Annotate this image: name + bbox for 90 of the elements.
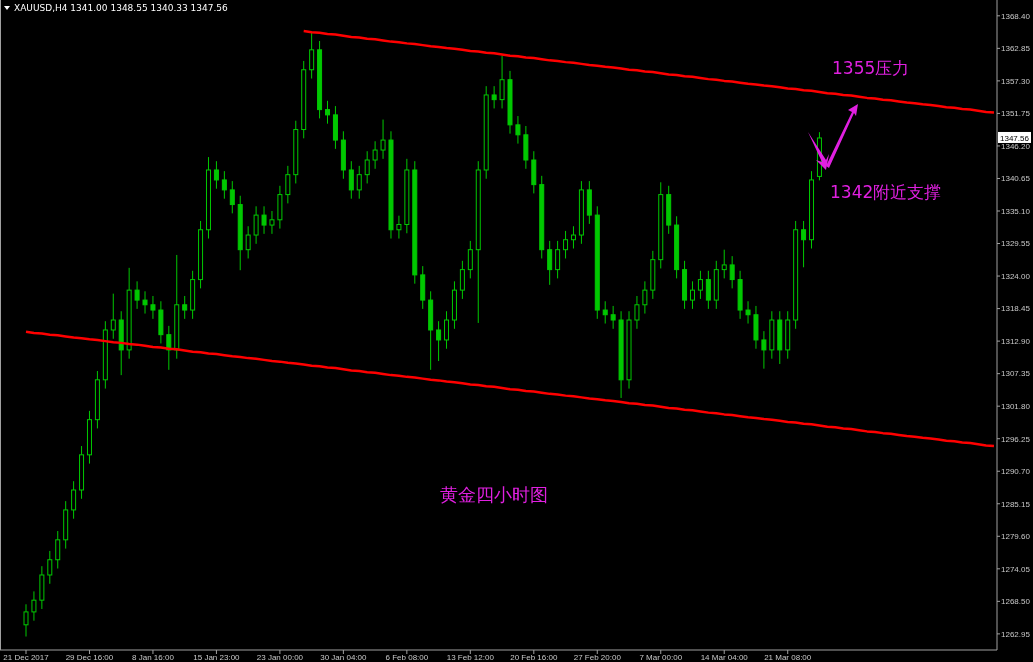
y-tick-label: 1268.50 bbox=[1001, 597, 1031, 607]
x-tick-label: 6 Feb 08:00 bbox=[385, 653, 429, 662]
x-tick-label: 21 Mar 08:00 bbox=[764, 653, 812, 662]
x-tick-label: 14 Mar 04:00 bbox=[700, 653, 749, 662]
candlestick bbox=[142, 290, 148, 315]
candlestick bbox=[515, 115, 521, 145]
x-tick-label: 13 Feb 12:00 bbox=[446, 653, 495, 662]
candlestick bbox=[444, 310, 450, 350]
candlestick bbox=[229, 180, 235, 214]
candlestick bbox=[71, 480, 77, 520]
candlestick bbox=[23, 603, 29, 638]
candlestick bbox=[213, 160, 219, 190]
candlestick bbox=[31, 590, 37, 622]
candlestick bbox=[697, 270, 703, 300]
candlestick bbox=[134, 280, 140, 310]
x-tick-label: 27 Feb 20:00 bbox=[573, 653, 622, 662]
annotation: 黄金四小时图 bbox=[440, 484, 548, 505]
candlestick bbox=[563, 230, 569, 259]
chart-title: XAUUSD,H4 1341.00 1348.55 1340.33 1347.56 bbox=[14, 3, 229, 13]
y-tick-label: 1301.80 bbox=[1001, 401, 1031, 411]
candlestick bbox=[245, 225, 251, 259]
candlestick bbox=[602, 300, 608, 325]
x-tick-label: 29 Dec 16:00 bbox=[65, 653, 114, 662]
candlestick bbox=[721, 249, 727, 279]
y-tick-label: 1274.05 bbox=[1001, 564, 1031, 574]
candlestick bbox=[801, 220, 807, 268]
candlestick bbox=[745, 300, 751, 325]
y-tick-label: 1329.55 bbox=[1001, 239, 1031, 249]
candlestick bbox=[555, 240, 561, 279]
y-tick-label: 1262.95 bbox=[1001, 629, 1031, 639]
candlestick bbox=[348, 160, 354, 200]
candlestick bbox=[325, 100, 331, 125]
candlestick bbox=[547, 240, 553, 286]
y-tick-label: 1357.30 bbox=[1001, 76, 1031, 86]
x-tick-label: 20 Feb 16:00 bbox=[510, 653, 558, 662]
candlestick bbox=[634, 295, 640, 330]
x-tick-label: 23 Jan 00:00 bbox=[256, 653, 304, 662]
x-tick-label: 7 Mar 00:00 bbox=[639, 653, 683, 662]
y-tick-label: 1290.70 bbox=[1001, 467, 1031, 477]
candlestick bbox=[372, 140, 378, 170]
y-tick-label: 1340.65 bbox=[1001, 174, 1031, 184]
candlestick bbox=[253, 205, 259, 245]
candlestick bbox=[309, 32, 315, 80]
candlestick bbox=[570, 225, 576, 250]
y-tick-label: 1335.10 bbox=[1001, 206, 1031, 216]
y-tick-label: 1279.60 bbox=[1001, 532, 1031, 542]
candlestick bbox=[150, 295, 156, 320]
annotation: 1355压力 bbox=[832, 58, 910, 79]
candlestick bbox=[55, 530, 61, 570]
candlestick bbox=[261, 205, 267, 235]
x-tick-label: 30 Jan 04:00 bbox=[320, 653, 368, 662]
candlestick bbox=[467, 240, 473, 279]
candlestick bbox=[436, 320, 442, 362]
candlestick bbox=[610, 305, 616, 330]
candlestick bbox=[269, 210, 275, 235]
text: 1347.56 bbox=[1000, 133, 1030, 143]
y-tick-label: 1285.15 bbox=[1001, 499, 1031, 509]
x-tick-label: 15 Jan 23:00 bbox=[193, 653, 241, 662]
candlestick bbox=[166, 325, 172, 371]
line-series bbox=[24, 330, 996, 448]
candlestick bbox=[380, 119, 386, 160]
candlestick bbox=[729, 255, 735, 289]
y-tick-label: 1351.75 bbox=[1001, 109, 1031, 119]
candlestick bbox=[459, 260, 465, 300]
candlestick bbox=[491, 85, 497, 109]
candlestick bbox=[182, 295, 188, 320]
candlestick bbox=[689, 280, 695, 310]
candlestick bbox=[221, 170, 227, 200]
x-tick-label: 21 Dec 2017 bbox=[3, 653, 50, 662]
line-series bbox=[302, 29, 996, 114]
y-tick-label: 1296.25 bbox=[1001, 434, 1031, 444]
y-tick-label: 1307.35 bbox=[1001, 369, 1031, 379]
candlestick bbox=[761, 330, 767, 370]
candlestick bbox=[642, 280, 648, 315]
candlestick bbox=[705, 270, 711, 310]
candlestick bbox=[110, 293, 116, 340]
y-tick-label: 1362.85 bbox=[1001, 44, 1031, 54]
candlestick bbox=[285, 165, 291, 204]
candlestick bbox=[396, 215, 402, 240]
candlestick bbox=[364, 150, 370, 184]
candlestick bbox=[47, 550, 53, 585]
candlestick bbox=[499, 55, 505, 109]
y-tick-label: 1318.45 bbox=[1001, 304, 1031, 314]
y-tick-label: 1346.20 bbox=[1001, 141, 1031, 151]
candlestick bbox=[356, 165, 362, 200]
annotation: 1342附近支撑 bbox=[830, 182, 942, 202]
y-tick-label: 1324.00 bbox=[1001, 271, 1031, 281]
y-tick-label: 1368.40 bbox=[1001, 11, 1031, 21]
x-tick-label: 8 Jan 16:00 bbox=[132, 653, 175, 662]
y-tick-label: 1312.90 bbox=[1001, 336, 1031, 346]
